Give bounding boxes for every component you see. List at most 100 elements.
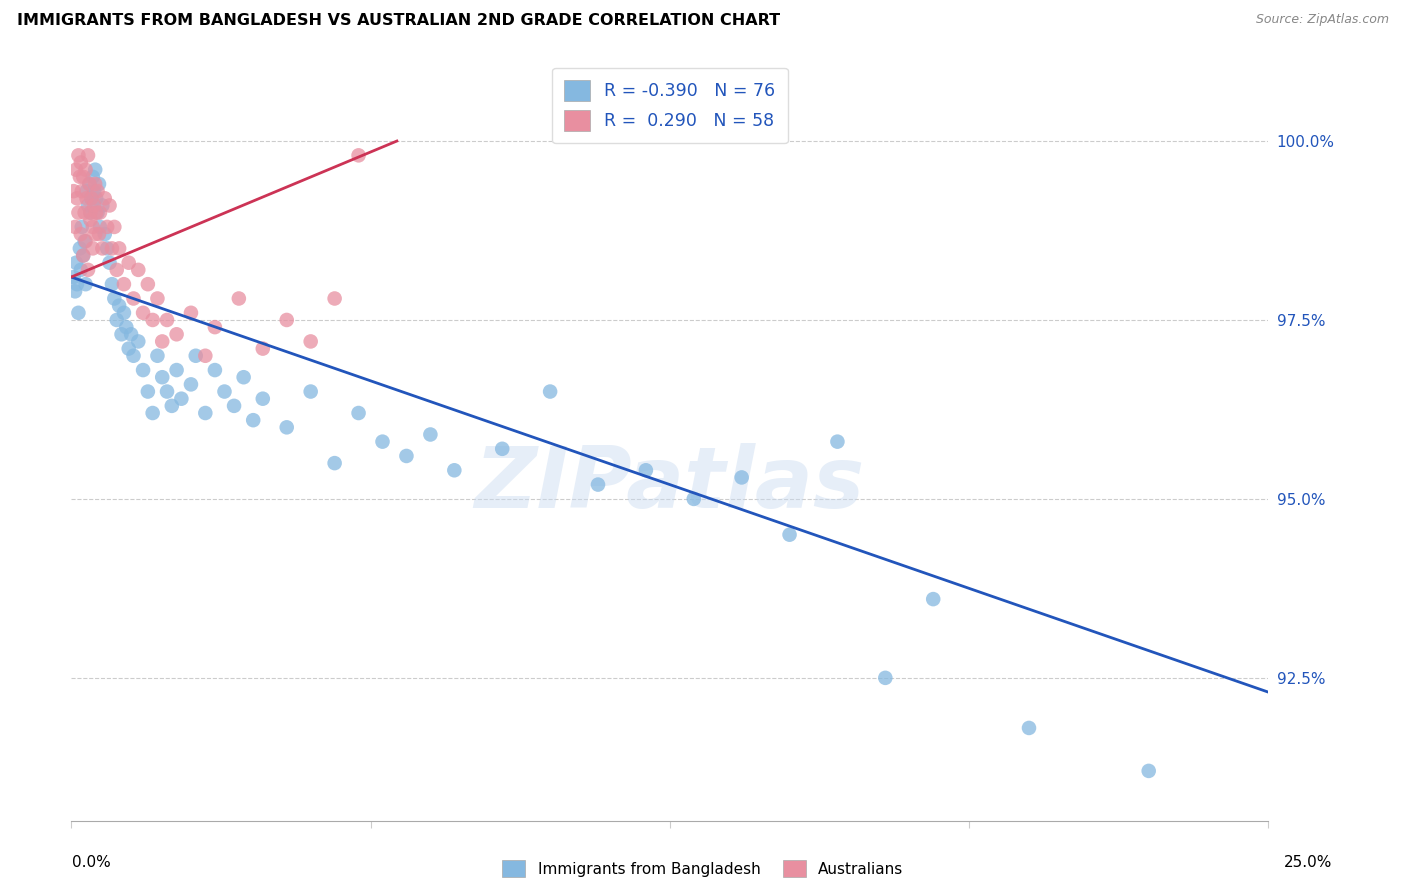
Point xyxy=(1018,721,1040,735)
Text: 0.0%: 0.0% xyxy=(72,855,111,870)
Point xyxy=(150,334,173,349)
Point xyxy=(299,384,322,399)
Point xyxy=(347,406,370,420)
Point xyxy=(98,256,121,270)
Point xyxy=(204,320,226,334)
Point xyxy=(586,477,609,491)
Point xyxy=(94,191,117,205)
Point xyxy=(214,384,236,399)
Point xyxy=(76,191,98,205)
Point xyxy=(115,320,138,334)
Point xyxy=(127,263,149,277)
Point xyxy=(79,177,101,191)
Point xyxy=(166,363,188,377)
Point xyxy=(120,327,142,342)
Point xyxy=(80,191,103,205)
Point xyxy=(323,456,346,470)
Point xyxy=(103,292,125,306)
Point xyxy=(63,219,86,234)
Legend: R = -0.390   N = 76, R =  0.290   N = 58: R = -0.390 N = 76, R = 0.290 N = 58 xyxy=(553,68,787,143)
Point xyxy=(70,184,93,198)
Point xyxy=(94,227,117,241)
Point xyxy=(72,169,94,184)
Point xyxy=(79,212,101,227)
Point xyxy=(62,270,84,285)
Point xyxy=(194,349,217,363)
Point xyxy=(204,363,226,377)
Point xyxy=(73,205,96,219)
Point xyxy=(228,292,250,306)
Point xyxy=(122,349,145,363)
Point xyxy=(101,241,124,255)
Point xyxy=(91,198,114,212)
Point xyxy=(122,292,145,306)
Point xyxy=(276,420,298,434)
Point xyxy=(136,277,159,292)
Point xyxy=(132,306,155,320)
Point xyxy=(80,191,103,205)
Point xyxy=(371,434,394,449)
Point xyxy=(87,227,110,241)
Text: 25.0%: 25.0% xyxy=(1284,855,1331,870)
Point xyxy=(136,384,159,399)
Point xyxy=(69,155,91,169)
Point xyxy=(682,491,704,506)
Point xyxy=(84,162,107,177)
Point xyxy=(299,334,322,349)
Point xyxy=(87,177,110,191)
Text: Source: ZipAtlas.com: Source: ZipAtlas.com xyxy=(1256,13,1389,27)
Point xyxy=(779,527,801,541)
Point xyxy=(67,148,90,162)
Legend: Immigrants from Bangladesh, Australians: Immigrants from Bangladesh, Australians xyxy=(495,853,911,884)
Point xyxy=(150,370,173,384)
Point xyxy=(112,306,135,320)
Point xyxy=(730,470,752,484)
Point xyxy=(108,241,131,255)
Point xyxy=(75,277,97,292)
Point xyxy=(105,313,128,327)
Point xyxy=(105,263,128,277)
Point xyxy=(89,205,111,219)
Point xyxy=(84,227,107,241)
Point xyxy=(242,413,264,427)
Point xyxy=(96,241,118,255)
Point xyxy=(69,241,91,255)
Point xyxy=(1137,764,1160,778)
Point xyxy=(65,162,87,177)
Point xyxy=(184,349,207,363)
Point xyxy=(276,313,298,327)
Point xyxy=(77,198,100,212)
Point xyxy=(96,219,118,234)
Point xyxy=(69,169,91,184)
Point xyxy=(118,342,141,356)
Point xyxy=(156,384,179,399)
Point xyxy=(72,248,94,262)
Point xyxy=(156,313,179,327)
Point xyxy=(79,205,101,219)
Point xyxy=(252,392,274,406)
Point xyxy=(110,327,132,342)
Point xyxy=(75,234,97,248)
Point xyxy=(146,349,169,363)
Point xyxy=(142,313,165,327)
Point xyxy=(252,342,274,356)
Point xyxy=(73,234,96,248)
Point xyxy=(538,384,561,399)
Point xyxy=(82,241,104,255)
Point xyxy=(323,292,346,306)
Point xyxy=(82,219,104,234)
Point xyxy=(108,299,131,313)
Point xyxy=(146,292,169,306)
Point xyxy=(76,184,98,198)
Point xyxy=(70,219,93,234)
Point xyxy=(67,306,90,320)
Point xyxy=(827,434,849,449)
Point xyxy=(875,671,897,685)
Point xyxy=(395,449,418,463)
Point xyxy=(419,427,441,442)
Point xyxy=(194,406,217,420)
Point xyxy=(91,241,114,255)
Text: IMMIGRANTS FROM BANGLADESH VS AUSTRALIAN 2ND GRADE CORRELATION CHART: IMMIGRANTS FROM BANGLADESH VS AUSTRALIAN… xyxy=(17,13,780,29)
Point xyxy=(66,277,89,292)
Point xyxy=(79,205,101,219)
